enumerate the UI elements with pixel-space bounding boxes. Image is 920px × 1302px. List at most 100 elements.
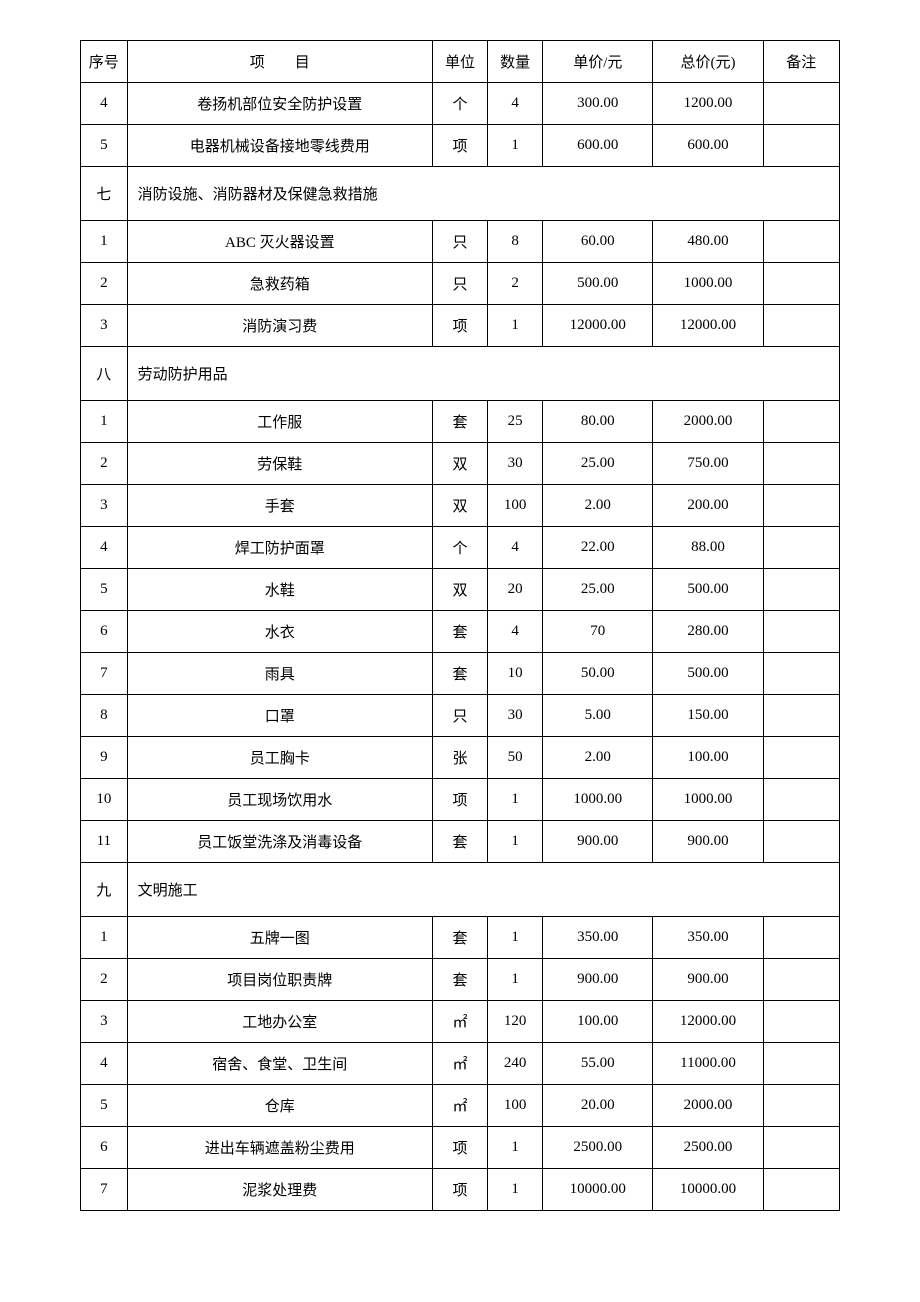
cell-note bbox=[763, 611, 839, 653]
cell-note bbox=[763, 485, 839, 527]
cell-item: 水鞋 bbox=[127, 569, 432, 611]
cell-qty: 10 bbox=[488, 653, 543, 695]
cell-total: 11000.00 bbox=[653, 1043, 763, 1085]
cell-seq: 3 bbox=[81, 305, 128, 347]
cell-seq: 5 bbox=[81, 1085, 128, 1127]
cell-price: 60.00 bbox=[543, 221, 653, 263]
cell-note bbox=[763, 443, 839, 485]
cell-total: 150.00 bbox=[653, 695, 763, 737]
cell-price: 500.00 bbox=[543, 263, 653, 305]
cell-qty: 30 bbox=[488, 695, 543, 737]
cell-qty: 1 bbox=[488, 305, 543, 347]
table-row: 6进出车辆遮盖粉尘费用项12500.002500.00 bbox=[81, 1127, 840, 1169]
header-item: 项 目 bbox=[127, 41, 432, 83]
cell-item: 卷扬机部位安全防护设置 bbox=[127, 83, 432, 125]
table-row: 5仓库㎡10020.002000.00 bbox=[81, 1085, 840, 1127]
cell-price: 900.00 bbox=[543, 959, 653, 1001]
header-unit: 单位 bbox=[432, 41, 487, 83]
cell-total: 2000.00 bbox=[653, 1085, 763, 1127]
cell-item: 劳保鞋 bbox=[127, 443, 432, 485]
cell-price: 300.00 bbox=[543, 83, 653, 125]
cell-seq: 1 bbox=[81, 917, 128, 959]
cell-seq: 6 bbox=[81, 1127, 128, 1169]
cell-qty: 50 bbox=[488, 737, 543, 779]
cell-unit: 套 bbox=[432, 653, 487, 695]
cell-qty: 100 bbox=[488, 485, 543, 527]
cell-note bbox=[763, 737, 839, 779]
header-price: 单价/元 bbox=[543, 41, 653, 83]
cell-price: 2.00 bbox=[543, 737, 653, 779]
cell-price: 10000.00 bbox=[543, 1169, 653, 1211]
cell-seq: 9 bbox=[81, 737, 128, 779]
cell-seq: 3 bbox=[81, 1001, 128, 1043]
table-row: 8口罩只305.00150.00 bbox=[81, 695, 840, 737]
cell-seq: 8 bbox=[81, 695, 128, 737]
cell-qty: 2 bbox=[488, 263, 543, 305]
cell-unit: 套 bbox=[432, 959, 487, 1001]
table-row: 3消防演习费项112000.0012000.00 bbox=[81, 305, 840, 347]
cell-price: 25.00 bbox=[543, 443, 653, 485]
cell-unit: 项 bbox=[432, 125, 487, 167]
cell-item: 员工现场饮用水 bbox=[127, 779, 432, 821]
cell-total: 2500.00 bbox=[653, 1127, 763, 1169]
cell-price: 20.00 bbox=[543, 1085, 653, 1127]
cell-item: 工地办公室 bbox=[127, 1001, 432, 1043]
table-row: 4焊工防护面罩个422.0088.00 bbox=[81, 527, 840, 569]
cell-item: 电器机械设备接地零线费用 bbox=[127, 125, 432, 167]
cell-item: 水衣 bbox=[127, 611, 432, 653]
cell-note bbox=[763, 959, 839, 1001]
cell-total: 900.00 bbox=[653, 821, 763, 863]
table-row: 5水鞋双2025.00500.00 bbox=[81, 569, 840, 611]
cell-qty: 25 bbox=[488, 401, 543, 443]
table-row: 11员工饭堂洗涤及消毒设备套1900.00900.00 bbox=[81, 821, 840, 863]
cell-unit: 只 bbox=[432, 221, 487, 263]
cell-qty: 240 bbox=[488, 1043, 543, 1085]
table-row: 1五牌一图套1350.00350.00 bbox=[81, 917, 840, 959]
cell-unit: 个 bbox=[432, 527, 487, 569]
cell-note bbox=[763, 1001, 839, 1043]
section-title: 劳动防护用品 bbox=[127, 347, 839, 401]
section-title: 文明施工 bbox=[127, 863, 839, 917]
table-row: 7泥浆处理费项110000.0010000.00 bbox=[81, 1169, 840, 1211]
cell-note bbox=[763, 917, 839, 959]
cell-price: 2500.00 bbox=[543, 1127, 653, 1169]
cell-price: 22.00 bbox=[543, 527, 653, 569]
table-header-row: 序号 项 目 单位 数量 单价/元 总价(元) 备注 bbox=[81, 41, 840, 83]
section-row: 七消防设施、消防器材及保健急救措施 bbox=[81, 167, 840, 221]
cell-qty: 4 bbox=[488, 527, 543, 569]
cell-total: 12000.00 bbox=[653, 305, 763, 347]
cell-note bbox=[763, 527, 839, 569]
cell-seq: 4 bbox=[81, 1043, 128, 1085]
table-row: 2劳保鞋双3025.00750.00 bbox=[81, 443, 840, 485]
cell-seq: 7 bbox=[81, 653, 128, 695]
cell-unit: ㎡ bbox=[432, 1085, 487, 1127]
cell-note bbox=[763, 305, 839, 347]
cell-note bbox=[763, 401, 839, 443]
cell-seq: 1 bbox=[81, 221, 128, 263]
cell-total: 500.00 bbox=[653, 569, 763, 611]
cell-total: 500.00 bbox=[653, 653, 763, 695]
table-body: 4卷扬机部位安全防护设置个4300.001200.005电器机械设备接地零线费用… bbox=[81, 83, 840, 1211]
cell-price: 25.00 bbox=[543, 569, 653, 611]
cell-qty: 20 bbox=[488, 569, 543, 611]
table-row: 3手套双1002.00200.00 bbox=[81, 485, 840, 527]
cell-unit: 只 bbox=[432, 695, 487, 737]
cell-qty: 120 bbox=[488, 1001, 543, 1043]
cell-note bbox=[763, 1085, 839, 1127]
cell-price: 1000.00 bbox=[543, 779, 653, 821]
header-seq: 序号 bbox=[81, 41, 128, 83]
cell-price: 70 bbox=[543, 611, 653, 653]
cell-qty: 100 bbox=[488, 1085, 543, 1127]
cell-seq: 4 bbox=[81, 527, 128, 569]
table-row: 4宿舍、食堂、卫生间㎡24055.0011000.00 bbox=[81, 1043, 840, 1085]
cell-qty: 1 bbox=[488, 779, 543, 821]
cell-total: 350.00 bbox=[653, 917, 763, 959]
cell-total: 1000.00 bbox=[653, 263, 763, 305]
section-seq: 七 bbox=[81, 167, 128, 221]
cell-seq: 11 bbox=[81, 821, 128, 863]
cell-item: 焊工防护面罩 bbox=[127, 527, 432, 569]
cell-price: 2.00 bbox=[543, 485, 653, 527]
cell-item: 雨具 bbox=[127, 653, 432, 695]
cell-unit: 套 bbox=[432, 611, 487, 653]
cell-item: ABC 灭火器设置 bbox=[127, 221, 432, 263]
